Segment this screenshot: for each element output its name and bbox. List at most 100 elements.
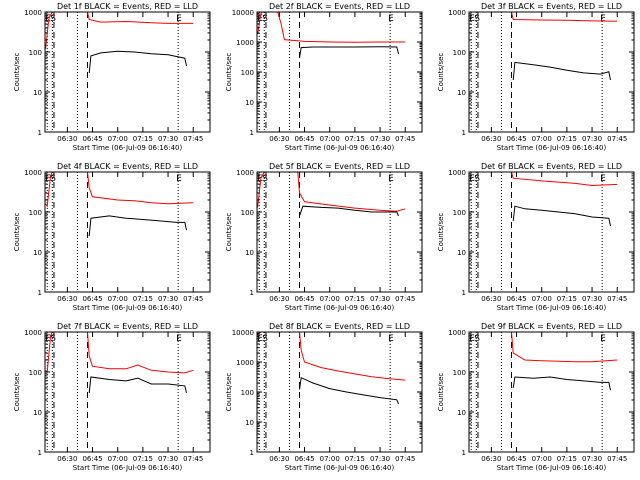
y-tick-label: 1000: [236, 39, 254, 47]
x-tick-label: 07:30: [582, 135, 602, 143]
events-series-line: [299, 205, 399, 217]
x-tick-label: 07:45: [607, 295, 627, 303]
x-tick-label: 06:45: [506, 135, 526, 143]
y-tick-label: 1: [38, 129, 42, 137]
y-axis-label: Counts/sec: [13, 213, 21, 252]
y-tick-label: 10000: [232, 329, 254, 337]
chart-title: Det 8f BLACK = Events, RED = LLD: [269, 322, 410, 331]
time-marker-label: S: [262, 174, 268, 184]
events-series-line: [299, 46, 399, 58]
chart-title: Det 1f BLACK = Events, RED = LLD: [57, 2, 198, 11]
y-tick-label: 100: [453, 49, 466, 57]
x-tick-label: 07:00: [320, 295, 340, 303]
x-axis-label: Start Time (06-Jul-09 06:16:40): [497, 464, 607, 472]
chart-title: Det 9f BLACK = Events, RED = LLD: [481, 322, 622, 331]
y-tick-label: 1: [250, 449, 254, 457]
events-series-line: [88, 376, 187, 394]
x-tick-label: 06:30: [269, 295, 289, 303]
x-tick-label: 07:15: [133, 135, 153, 143]
time-marker-label: S: [474, 174, 480, 184]
y-tick-label: 1: [38, 289, 42, 297]
plot-frame: [44, 171, 211, 293]
y-tick-label: 1000: [24, 9, 42, 17]
x-tick-label: 07:00: [108, 135, 128, 143]
time-marker-label: E: [469, 174, 475, 184]
x-tick-label: 06:30: [57, 455, 77, 463]
lld-series-line: [257, 331, 406, 381]
y-tick-label: 1: [250, 129, 254, 137]
x-tick-label: 06:30: [481, 295, 501, 303]
events-series-line: [299, 376, 399, 405]
x-tick-label: 07:30: [158, 295, 178, 303]
x-tick-label: 07:00: [532, 295, 552, 303]
x-tick-label: 07:30: [158, 455, 178, 463]
chart-title: Det 3f BLACK = Events, RED = LLD: [481, 2, 622, 11]
time-marker-label: S: [474, 334, 480, 344]
y-tick-label: 100: [29, 49, 42, 57]
time-marker-label: S: [262, 334, 268, 344]
y-axis-label: Counts/sec: [225, 373, 233, 412]
x-tick-label: 06:30: [481, 455, 501, 463]
time-marker-label: E: [388, 14, 394, 24]
time-marker-label: E: [176, 174, 182, 184]
time-marker-label: S: [50, 174, 56, 184]
x-tick-label: 07:00: [320, 135, 340, 143]
x-axis-label: Start Time (06-Jul-09 06:16:40): [285, 144, 395, 152]
plot-frame: [256, 11, 423, 133]
x-tick-label: 07:15: [133, 295, 153, 303]
time-marker-label: E: [257, 334, 263, 344]
x-tick-label: 07:15: [557, 455, 577, 463]
time-marker-label: S: [474, 14, 480, 24]
x-tick-label: 07:30: [370, 135, 390, 143]
y-axis-label: Counts/sec: [13, 373, 21, 412]
y-tick-label: 1000: [24, 169, 42, 177]
x-tick-label: 07:15: [133, 455, 153, 463]
chart-title: Det 7f BLACK = Events, RED = LLD: [57, 322, 198, 331]
y-tick-label: 10: [457, 249, 466, 257]
lld-series-line: [45, 11, 194, 49]
time-marker-label: E: [45, 334, 51, 344]
x-tick-label: 07:45: [607, 135, 627, 143]
chart-title: Det 6f BLACK = Events, RED = LLD: [481, 162, 622, 171]
x-axis-label: Start Time (06-Jul-09 06:16:40): [73, 304, 183, 312]
y-tick-label: 1000: [448, 169, 466, 177]
y-tick-label: 10: [33, 89, 42, 97]
x-tick-label: 07:45: [607, 455, 627, 463]
y-tick-label: 10: [457, 89, 466, 97]
lld-series-line: [469, 171, 618, 187]
x-tick-label: 07:00: [108, 295, 128, 303]
y-tick-label: 1000: [236, 169, 254, 177]
x-tick-label: 07:00: [532, 135, 552, 143]
time-marker-label: E: [388, 174, 394, 184]
x-axis-label: Start Time (06-Jul-09 06:16:40): [285, 304, 395, 312]
x-tick-label: 07:15: [345, 135, 365, 143]
plot-frame: [468, 331, 635, 453]
x-tick-label: 07:30: [158, 135, 178, 143]
x-tick-label: 07:45: [395, 455, 415, 463]
time-marker-label: E: [176, 334, 182, 344]
chart-title: Det 4f BLACK = Events, RED = LLD: [57, 162, 198, 171]
x-tick-label: 07:15: [345, 295, 365, 303]
x-axis-label: Start Time (06-Jul-09 06:16:40): [285, 464, 395, 472]
x-tick-label: 06:30: [481, 135, 501, 143]
x-tick-label: 07:00: [532, 455, 552, 463]
plot-frame: [468, 11, 635, 133]
x-tick-label: 07:30: [582, 455, 602, 463]
lld-series-line: [257, 171, 406, 212]
chart-title: Det 5f BLACK = Events, RED = LLD: [269, 162, 410, 171]
y-tick-label: 1000: [448, 9, 466, 17]
lld-series-line: [469, 331, 618, 363]
x-tick-label: 07:15: [557, 295, 577, 303]
time-marker-label: E: [388, 334, 394, 344]
lld-series-line: [45, 171, 194, 208]
y-tick-label: 10: [245, 419, 254, 427]
y-axis-label: Counts/sec: [225, 53, 233, 92]
events-series-line: [512, 205, 611, 227]
x-tick-label: 06:30: [269, 135, 289, 143]
x-tick-label: 06:45: [82, 295, 102, 303]
x-tick-label: 07:45: [183, 455, 203, 463]
x-tick-label: 06:45: [506, 455, 526, 463]
y-tick-label: 1: [38, 449, 42, 457]
time-marker-label: E: [469, 14, 475, 24]
